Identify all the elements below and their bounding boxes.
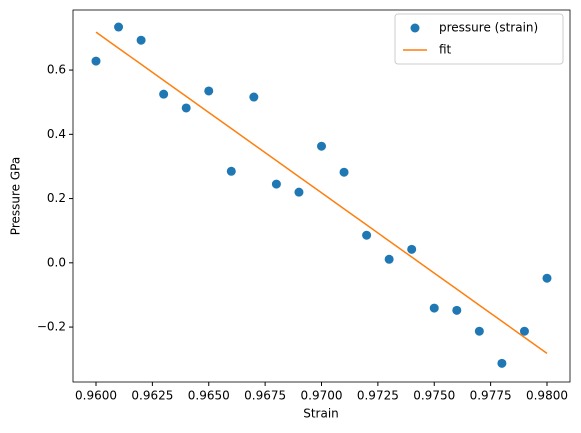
point xyxy=(542,273,552,283)
y-tick-label: 0.4 xyxy=(47,127,66,141)
point xyxy=(249,92,259,102)
x-tick-label: 0.9700 xyxy=(301,389,343,403)
x-tick-label: 0.9675 xyxy=(244,389,286,403)
y-tick-label: 0.6 xyxy=(47,63,66,77)
point xyxy=(519,326,529,336)
point xyxy=(159,89,169,99)
y-tick-label: 0.2 xyxy=(47,191,66,205)
legend-label: pressure (strain) xyxy=(439,21,538,35)
point xyxy=(452,305,462,315)
point xyxy=(497,358,507,368)
point xyxy=(429,303,439,313)
point xyxy=(407,244,417,254)
x-tick-label: 0.9750 xyxy=(413,389,455,403)
point xyxy=(271,179,281,189)
legend-swatch xyxy=(410,23,420,33)
point xyxy=(362,230,372,240)
y-tick-label: 0.0 xyxy=(47,255,66,269)
x-tick-label: 0.9800 xyxy=(526,389,568,403)
point xyxy=(114,22,124,32)
x-tick-label: 0.9725 xyxy=(357,389,399,403)
point xyxy=(226,166,236,176)
point xyxy=(91,56,101,66)
x-tick-label: 0.9775 xyxy=(470,389,512,403)
x-tick-label: 0.9650 xyxy=(188,389,230,403)
fit-line xyxy=(95,31,548,355)
legend-box xyxy=(394,13,564,65)
point xyxy=(384,254,394,264)
point xyxy=(294,187,304,197)
point xyxy=(317,141,326,151)
x-axis-label: Strain xyxy=(303,407,339,421)
point xyxy=(136,35,146,45)
point xyxy=(474,326,484,336)
x-tick-label: 0.9600 xyxy=(75,389,117,403)
point xyxy=(181,103,191,113)
x-tick-label: 0.9625 xyxy=(131,389,173,403)
legend-label: fit xyxy=(439,43,452,57)
y-tick-label: −0.2 xyxy=(37,320,66,334)
point xyxy=(204,86,214,96)
point xyxy=(339,167,349,177)
plot-frame xyxy=(72,9,571,383)
y-axis-label: Pressure GPa xyxy=(9,157,23,235)
